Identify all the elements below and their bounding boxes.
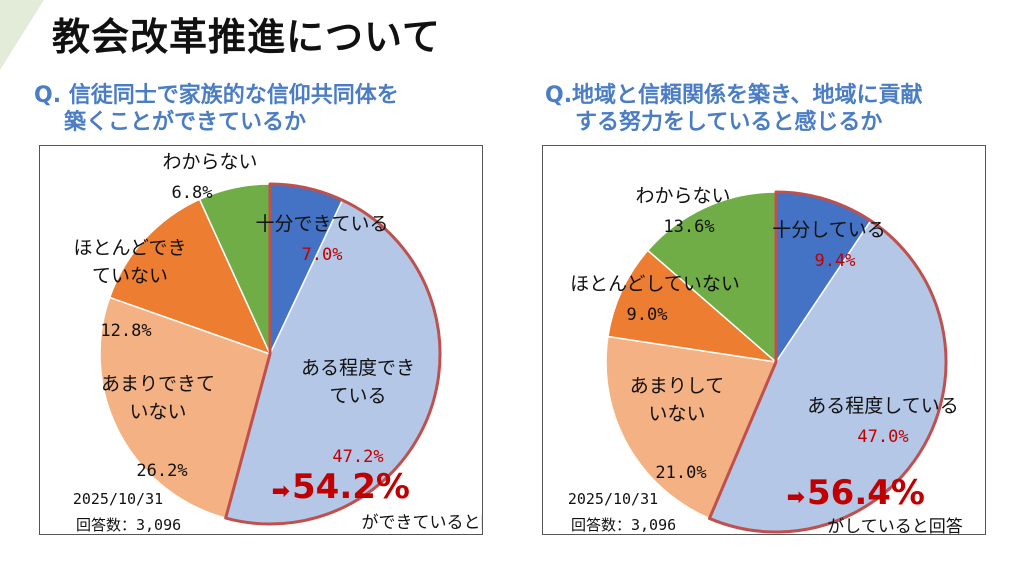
slice-label-hardly: ほとんどでき — [73, 237, 186, 259]
callout-caption: ができていると回答 — [362, 513, 483, 533]
slice-label-unknown: わからない — [162, 151, 257, 173]
callout-caption: がしていると回答 — [827, 517, 963, 534]
slice-label-not-much: いない — [129, 401, 186, 423]
slice-label-hardly: ほとんどしていない — [570, 273, 740, 295]
slide-title: 教会改革推進について — [52, 15, 441, 59]
slice-value-somewhat: 47.2% — [332, 447, 383, 467]
question-1-line-1: Q. 信徒同士で家族的な信仰共同体を — [34, 83, 399, 108]
pie-slice-hardly — [108, 198, 272, 356]
callout-value: 56.4% — [807, 473, 925, 513]
slice-value-somewhat: 47.0% — [857, 427, 908, 447]
response-count: 回答数：3,096 — [76, 516, 181, 534]
callout-arrow: ➡ — [272, 479, 290, 504]
slice-label-unknown: わからない — [635, 185, 730, 207]
slice-label-not-much: あまりできて — [101, 373, 215, 395]
slice-label-not-much: いない — [648, 403, 705, 425]
highlight-outline — [224, 182, 442, 526]
slice-label-top: 十分している — [772, 219, 885, 241]
slice-label-top: 十分できている — [255, 213, 388, 235]
chart-panel-1: 十分できている 7.0% ある程度でき ている 47.2% あまりできて いない 26.2% ほ… — [39, 145, 483, 535]
survey-date: 2025/10/31 — [568, 490, 658, 508]
slice-value-top: 7.0% — [302, 245, 343, 265]
slice-value-unknown: 13.6% — [663, 217, 714, 237]
question-1: Q. 信徒同士で家族的な信仰共同体を 築くことができているか — [34, 82, 399, 136]
slice-label-somewhat: ある程度でき — [301, 357, 415, 379]
slice-value-not-much: 26.2% — [136, 461, 187, 481]
callout-value: 54.2% — [292, 467, 410, 507]
highlight-outline — [707, 190, 948, 534]
survey-date: 2025/10/31 — [73, 490, 163, 508]
question-2: Q.地域と信頼関係を築き、地域に貢献 する努力をしていると感じるか — [545, 82, 923, 136]
corner-decoration — [0, 0, 44, 70]
slice-value-not-much: 21.0% — [655, 463, 706, 483]
response-count: 回答数：3,096 — [571, 516, 676, 534]
pie-slice-hardly — [607, 249, 779, 364]
slice-label-hardly: ていない — [92, 265, 168, 287]
slice-label-somewhat: ている — [329, 385, 386, 407]
callout-arrow: ➡ — [787, 485, 805, 510]
slice-value-unknown: 6.8% — [172, 183, 213, 203]
pie-slice-unknown — [646, 191, 777, 364]
slice-value-hardly: 9.0% — [627, 305, 668, 325]
slice-label-somewhat: ある程度している — [807, 395, 958, 417]
question-2-line-2: する努力をしていると感じるか — [575, 110, 883, 135]
chart-panel-2: 十分している 9.4% ある程度している 47.0% あまりしていない 21.0% ほとんど… — [542, 145, 986, 535]
pie-slice-not-much — [99, 296, 271, 520]
question-2-line-1: Q.地域と信頼関係を築き、地域に貢献 — [545, 83, 923, 108]
pie-slice-not-much — [605, 335, 778, 520]
slice-value-top: 9.4% — [815, 251, 856, 271]
question-1-line-2: 築くことができているか — [64, 110, 307, 135]
slice-label-not-much: あまりして — [630, 375, 724, 397]
slice-value-hardly: 12.8% — [100, 321, 151, 341]
